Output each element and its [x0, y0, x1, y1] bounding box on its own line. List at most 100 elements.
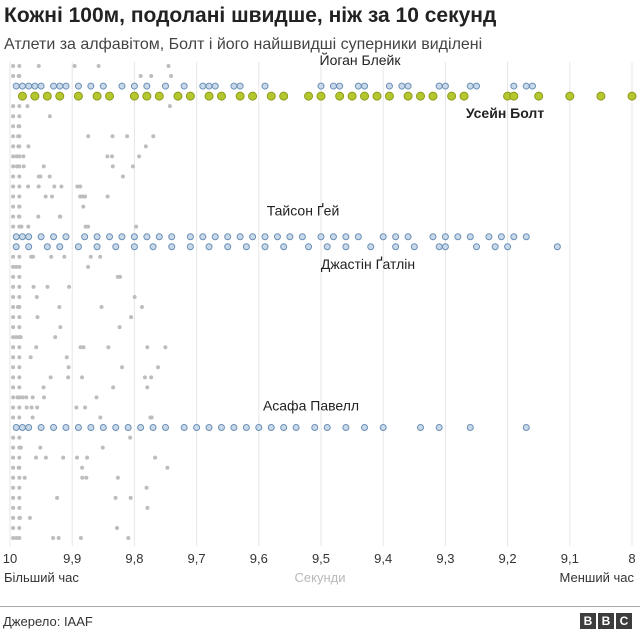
highlight-dot	[565, 91, 575, 101]
athlete-dot	[11, 284, 16, 289]
highlight-dot	[473, 243, 480, 251]
athlete-dot	[149, 74, 154, 79]
x-tick-label: 9,8	[125, 551, 143, 566]
athlete-dot	[11, 104, 16, 109]
athlete-dot	[17, 475, 22, 480]
athlete-dot	[83, 405, 88, 410]
highlight-dot	[491, 243, 499, 251]
athlete-dot	[96, 64, 101, 68]
athlete-dot	[17, 365, 22, 370]
athlete-dot	[80, 375, 85, 380]
highlight-dot	[129, 91, 139, 101]
x-tick-label: 9,1	[561, 551, 579, 566]
athlete-dot	[11, 365, 16, 370]
athlete-dot	[78, 194, 83, 199]
source-note: Джерело: IAAF	[3, 614, 93, 629]
highlight-dot	[534, 91, 544, 101]
athlete-dot	[17, 455, 22, 460]
highlight-dot	[329, 233, 337, 241]
athlete-dot	[11, 204, 16, 209]
athlete-dot	[53, 335, 58, 340]
athlete-dot	[149, 375, 154, 380]
highlight-dot	[435, 82, 443, 90]
athlete-dot	[128, 495, 133, 500]
athlete-dot	[17, 485, 22, 490]
athlete-label: Джастін Ґатлін	[321, 256, 415, 272]
athlete-dot	[11, 174, 16, 179]
x-tick-label: 9,4	[374, 551, 392, 566]
athlete-dot	[34, 345, 39, 350]
athlete-dot	[21, 154, 26, 159]
athlete-dot	[17, 355, 22, 360]
athlete-dot	[11, 264, 16, 269]
x-axis-ticks: 10 9,9 9,8 9,7 9,6 9,5 9,4 9,3 9,2 9,1 8	[3, 551, 636, 566]
athlete-dot	[11, 435, 16, 440]
athlete-dot	[132, 294, 137, 299]
athlete-dot	[142, 375, 147, 380]
highlight-dot	[522, 233, 530, 241]
athlete-dot	[34, 294, 39, 299]
highlight-dot	[261, 82, 269, 90]
highlight-dot	[403, 91, 413, 101]
athlete-dot	[126, 536, 131, 540]
highlight-dot	[384, 91, 394, 101]
athlete-dot	[43, 455, 48, 460]
athlete-dot	[24, 395, 29, 400]
footer-divider	[0, 606, 640, 607]
highlighted-athlete-dots	[12, 82, 640, 432]
athlete-dot	[11, 114, 16, 119]
athlete-dot	[41, 164, 46, 169]
highlight-dot	[112, 243, 120, 251]
athlete-dot	[11, 224, 16, 229]
athlete-dot	[36, 64, 41, 68]
athlete-dot	[106, 345, 111, 350]
highlight-dot	[173, 91, 183, 101]
athlete-dot	[47, 114, 52, 119]
highlight-dot	[162, 424, 169, 432]
athlete-dot	[48, 375, 53, 380]
athlete-dot	[17, 64, 22, 68]
background-athlete-dots	[11, 64, 174, 540]
athlete-dot	[78, 536, 83, 540]
athlete-dot	[148, 415, 153, 420]
highlight-dot	[204, 91, 214, 101]
highlight-dot	[473, 82, 480, 90]
highlight-dot	[342, 243, 350, 251]
highlight-dot	[143, 82, 151, 90]
athlete-dot	[129, 315, 134, 320]
athlete-dot	[11, 64, 16, 68]
highlight-dot	[230, 424, 238, 432]
highlight-dot	[211, 82, 219, 90]
athlete-dot	[86, 264, 91, 269]
athlete-dot	[115, 274, 120, 279]
athlete-dot	[144, 485, 149, 490]
gridlines	[9, 62, 633, 546]
highlight-dot	[466, 233, 474, 241]
athlete-dot	[165, 465, 170, 470]
athlete-dot	[100, 445, 105, 450]
highlight-dot	[435, 243, 443, 251]
highlight-dot	[149, 424, 157, 432]
highlight-dot	[379, 424, 387, 432]
athlete-dot	[16, 124, 21, 129]
athlete-dot	[55, 495, 60, 500]
athlete-dot	[117, 325, 122, 330]
highlight-dot	[130, 243, 138, 251]
highlight-dot	[105, 91, 115, 101]
athlete-dot	[17, 294, 22, 299]
highlight-dot	[367, 243, 375, 251]
athlete-dot	[17, 194, 22, 199]
highlight-dot	[286, 233, 294, 241]
highlight-dot	[379, 233, 387, 241]
athlete-dot	[29, 254, 34, 259]
highlight-dot	[466, 424, 474, 432]
highlight-dot	[354, 233, 362, 241]
athlete-dot	[59, 184, 64, 189]
athlete-dot	[14, 264, 19, 269]
athlete-dot	[17, 274, 22, 279]
athlete-dot	[110, 164, 115, 169]
athlete-dot	[41, 385, 46, 390]
highlight-dot	[596, 91, 606, 101]
bbc-logo-c: C	[616, 613, 632, 629]
athlete-dot	[50, 194, 55, 199]
